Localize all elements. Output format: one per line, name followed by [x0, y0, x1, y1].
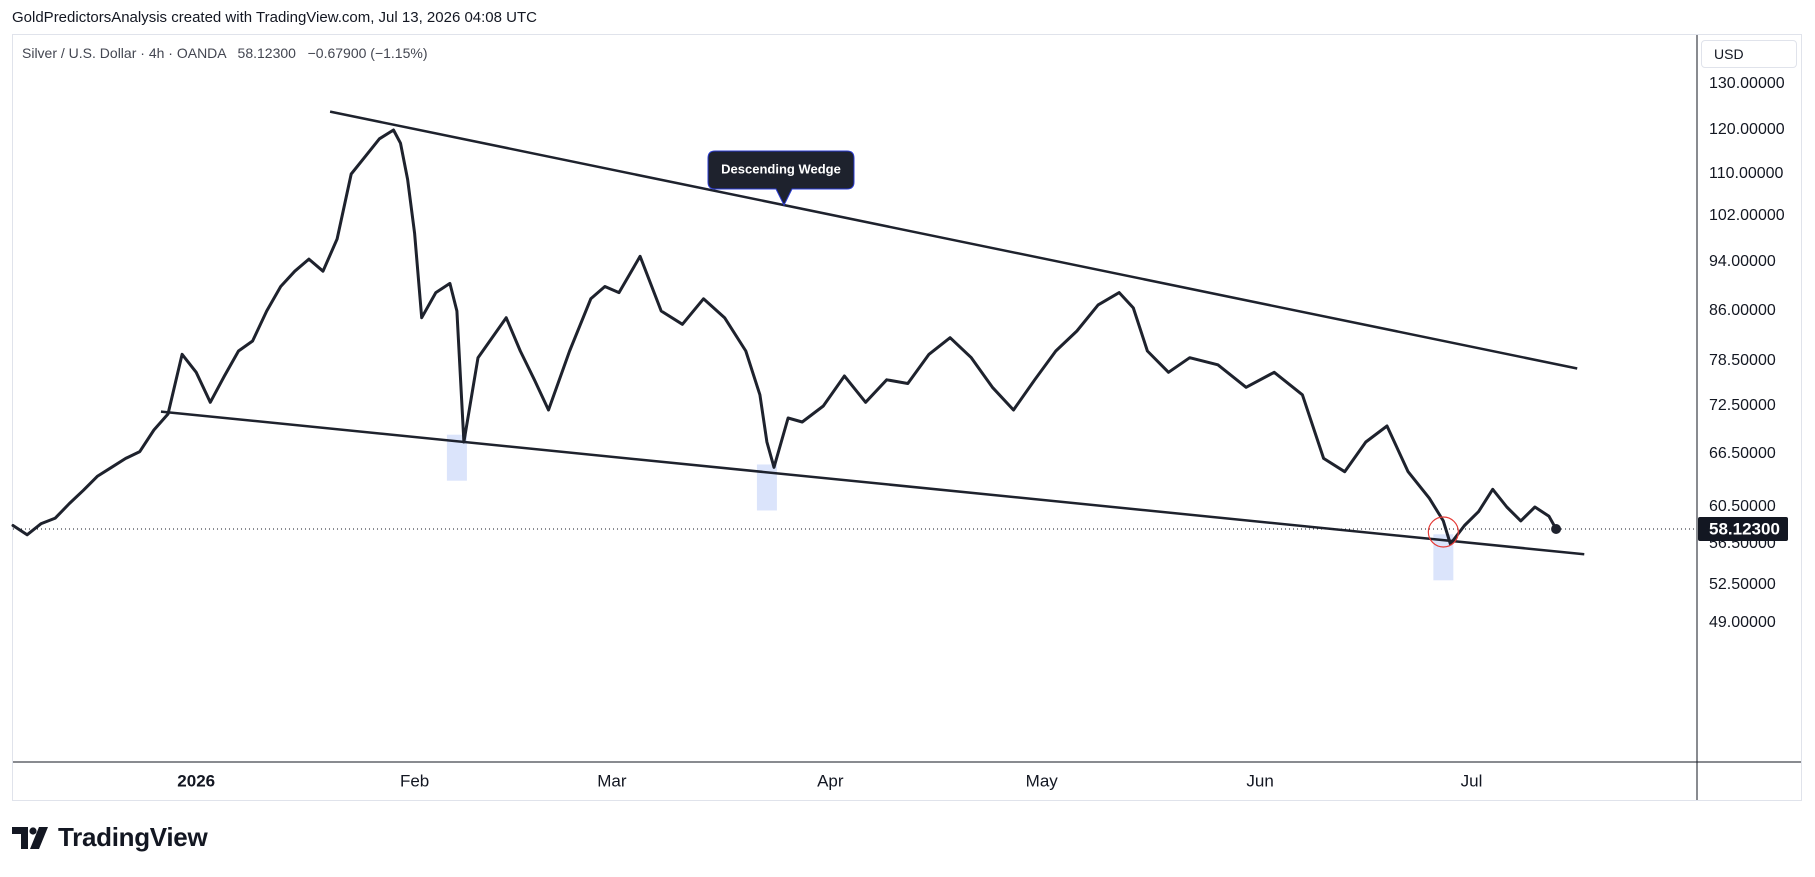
price-axis-ticks: 130.00000 120.00000 110.00000 102.00000 94.0…	[1709, 75, 1785, 631]
time-tick-label: May	[1026, 771, 1059, 790]
symbol-change-pct: (−1.15%)	[370, 45, 428, 61]
time-tick-label: Apr	[817, 771, 844, 790]
price-tick-label: 130.00000	[1709, 75, 1785, 92]
callout-label: Descending Wedge	[721, 161, 841, 176]
symbol-source: OANDA	[176, 45, 226, 61]
symbol-interval[interactable]: 4h	[148, 45, 165, 61]
highlight-layer	[446, 434, 1454, 581]
brand-logo[interactable]: TradingView	[12, 822, 208, 853]
last-price-dot	[1551, 524, 1562, 535]
time-tick-label: Jun	[1246, 771, 1273, 790]
wedge-trendline-upper[interactable]	[329, 110, 1578, 370]
separator-dot: ·	[140, 45, 149, 61]
chart-frame	[12, 34, 1802, 801]
wedge-trendline-lower[interactable]	[160, 410, 1585, 556]
price-tick-label: 52.50000	[1709, 576, 1776, 593]
time-tick-label: 2026	[177, 771, 215, 790]
support-highlight	[446, 434, 467, 481]
tradingview-logo-icon	[12, 826, 48, 849]
trendline-layer	[160, 110, 1585, 556]
price-tick-label: 60.50000	[1709, 498, 1776, 515]
price-tick-label: 110.00000	[1709, 165, 1784, 182]
price-tick-label: 72.50000	[1709, 397, 1776, 414]
price-tag-background	[1698, 516, 1788, 541]
descending-wedge-callout[interactable]: Descending Wedge	[707, 150, 855, 207]
symbol-name[interactable]: Silver / U.S. Dollar	[22, 45, 137, 61]
price-tick-label: 86.00000	[1709, 302, 1776, 319]
price-series-line	[11, 128, 1558, 546]
price-tick-label: 49.00000	[1709, 614, 1776, 631]
support-highlight	[756, 464, 777, 511]
brand-name: TradingView	[58, 822, 208, 852]
symbol-info: Silver / U.S. Dollar · 4h · OANDA 58.123…	[22, 45, 428, 61]
price-tick-label: 94.00000	[1709, 253, 1776, 270]
circle-marker	[1427, 516, 1459, 548]
current-price-tag: 58.12300	[1698, 516, 1788, 541]
chart-caption: GoldPredictorsAnalysis created with Trad…	[12, 9, 537, 26]
symbol-change: −0.67900	[307, 45, 367, 61]
separator-dot: ·	[168, 45, 177, 61]
price-tick-label: 78.50000	[1709, 352, 1776, 369]
price-tick-label: 120.00000	[1709, 121, 1785, 138]
callout-shape	[707, 150, 855, 207]
time-tick-label: Mar	[597, 771, 627, 790]
price-tag-label: 58.12300	[1709, 519, 1780, 538]
time-axis-ticks: 2026 Feb Mar Apr May Jun Jul	[177, 771, 1482, 790]
time-tick-label: Feb	[400, 771, 429, 790]
currency-button[interactable]: USD	[1701, 40, 1797, 68]
price-tick-label: 102.00000	[1709, 207, 1785, 224]
symbol-price: 58.12300	[237, 45, 296, 61]
price-tick-label: 66.50000	[1709, 445, 1776, 462]
time-tick-label: Jul	[1461, 771, 1483, 790]
